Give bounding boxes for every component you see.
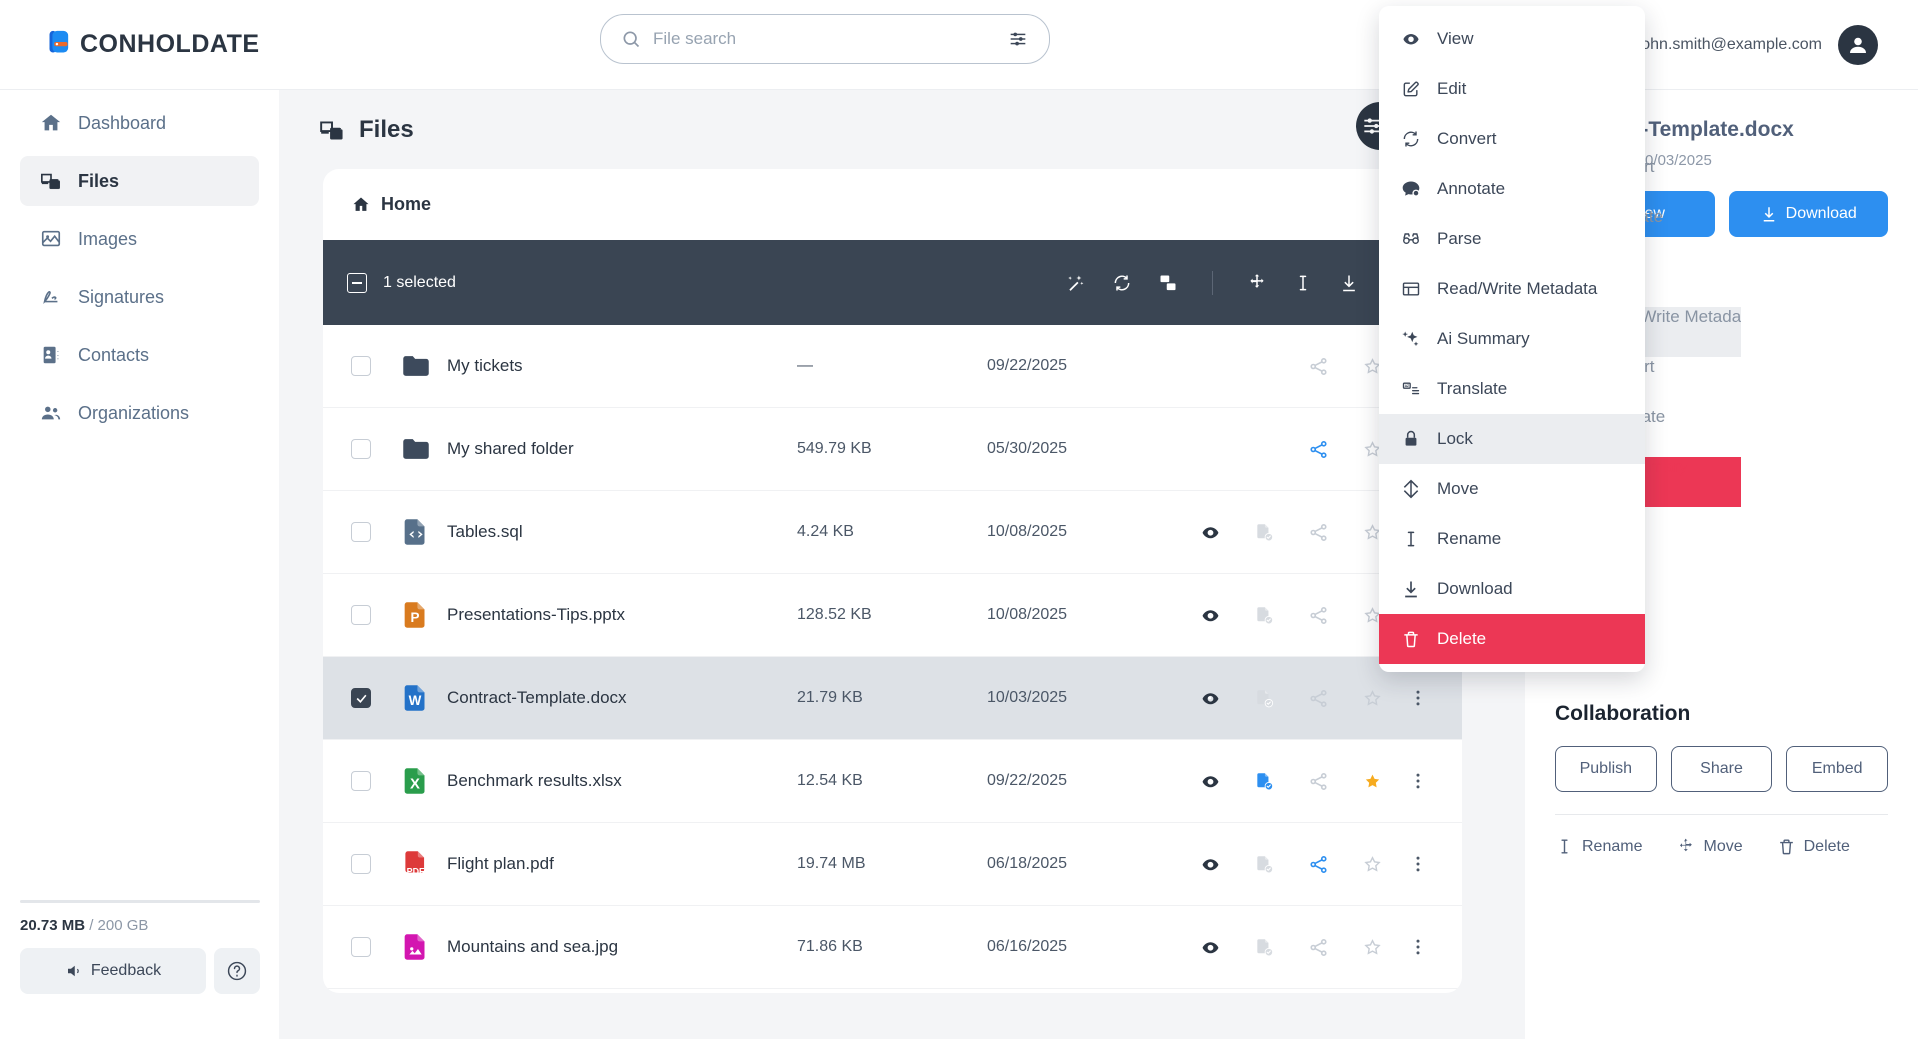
svg-text:X: X: [410, 777, 420, 793]
svg-text:W: W: [409, 693, 422, 708]
svg-text:PDF: PDF: [407, 866, 425, 876]
svg-text:Z: Z: [1407, 384, 1410, 388]
svg-text:P: P: [411, 610, 420, 625]
